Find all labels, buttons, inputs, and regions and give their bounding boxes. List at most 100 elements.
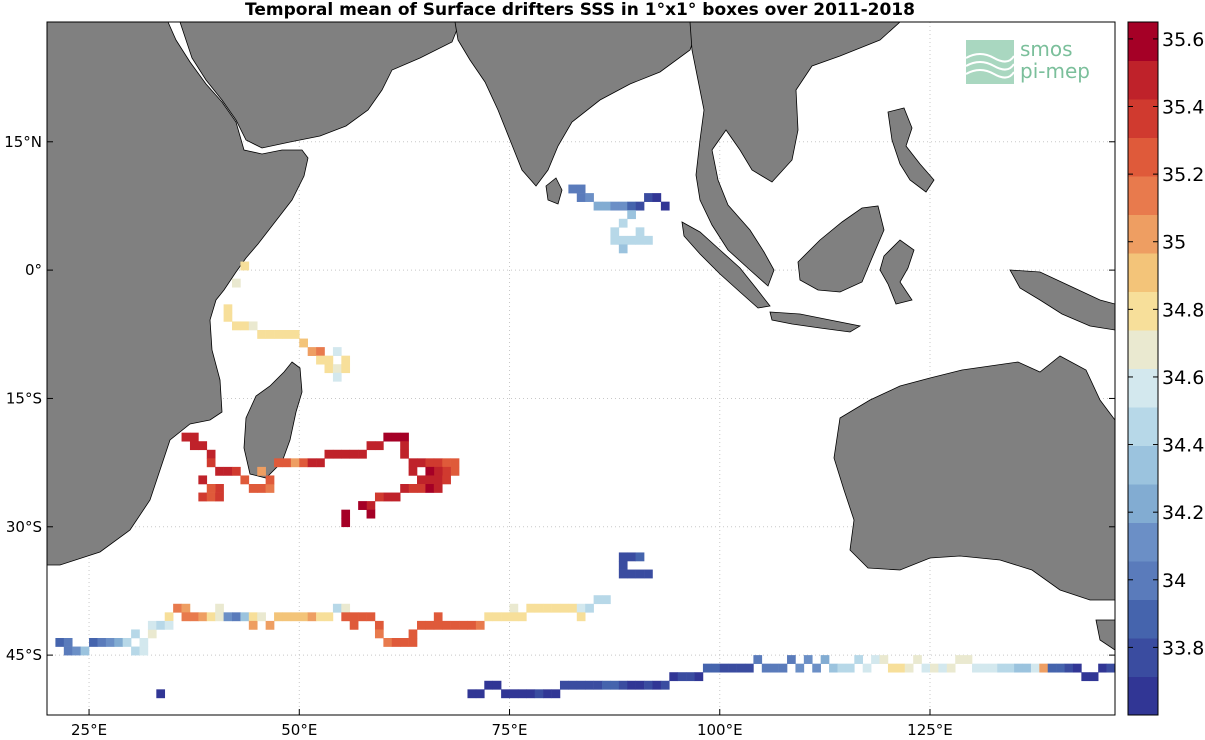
salinity-cell xyxy=(585,603,594,613)
salinity-cell xyxy=(820,655,830,664)
salinity-cell xyxy=(391,638,401,647)
salinity-cell xyxy=(257,612,266,622)
salinity-cell xyxy=(358,501,367,510)
salinity-cell xyxy=(349,612,359,622)
salinity-cell xyxy=(1047,663,1057,673)
salinity-cell xyxy=(980,663,990,673)
salinity-cell xyxy=(358,612,367,622)
salinity-cell xyxy=(450,620,460,630)
salinity-cell xyxy=(845,663,855,673)
land-borneo xyxy=(797,205,885,293)
salinity-cell xyxy=(156,620,166,630)
salinity-cell xyxy=(215,603,224,613)
land-sumatra xyxy=(681,221,771,309)
colorbar-segment xyxy=(1128,522,1158,562)
land-sulawesi xyxy=(879,239,915,305)
salinity-cell xyxy=(543,689,552,699)
axis-ticks: 25°E 50°E 75°E 100°E 125°E 15°N 0° 15°S 30°S 45°S xyxy=(4,133,1115,739)
salinity-cell xyxy=(332,449,342,459)
salinity-cell xyxy=(484,612,494,622)
tick-label-lat: 0° xyxy=(25,261,42,279)
salinity-cell xyxy=(341,355,351,365)
salinity-cell xyxy=(248,484,258,493)
salinity-cell xyxy=(425,620,435,630)
salinity-cell xyxy=(425,475,435,485)
colorbar-tick-label: 34.8 xyxy=(1162,299,1204,321)
salinity-cell xyxy=(383,638,393,647)
salinity-cell xyxy=(627,552,636,562)
salinity-cell xyxy=(1056,663,1065,673)
colorbar-segment xyxy=(1128,253,1158,292)
tick-label-lat: 45°S xyxy=(6,646,42,664)
colorbar-segment xyxy=(1128,599,1158,639)
salinity-cell xyxy=(290,458,300,468)
salinity-cell xyxy=(627,201,636,211)
salinity-cell xyxy=(997,663,1006,673)
salinity-cell xyxy=(164,612,174,622)
salinity-cell xyxy=(147,629,157,639)
salinity-cell xyxy=(181,603,191,613)
salinity-cell xyxy=(189,612,199,622)
salinity-cell xyxy=(812,663,821,673)
salinity-cell xyxy=(97,638,107,647)
salinity-cell xyxy=(1014,663,1023,673)
salinity-cell xyxy=(660,201,670,211)
colorbar-tick-label: 33.8 xyxy=(1162,637,1204,659)
salinity-cell xyxy=(433,458,443,468)
salinity-cell xyxy=(963,655,973,664)
salinity-cell xyxy=(206,484,216,493)
salinity-cell xyxy=(274,458,283,468)
salinity-cell xyxy=(341,449,351,459)
colorbar-segment xyxy=(1128,407,1158,446)
salinity-cell xyxy=(1030,663,1040,673)
salinity-cell xyxy=(543,603,552,613)
colorbar: 35.6 35.4 35.2 35 34.8 34.6 34.4 34.2 34 33.8 xyxy=(1127,21,1204,716)
land-seasia xyxy=(689,22,901,287)
salinity-cell xyxy=(593,595,603,605)
salinity-cell xyxy=(602,680,611,690)
smos-logo: smos pi-mep xyxy=(965,37,1090,84)
salinity-cell xyxy=(408,638,418,647)
salinity-cell xyxy=(206,492,216,502)
tick-label-lat: 15°S xyxy=(6,389,42,407)
colorbar-segment xyxy=(1128,214,1158,254)
salinity-cell xyxy=(618,569,628,579)
salinity-cell xyxy=(181,432,191,442)
tick-label-lon: 25°E xyxy=(71,721,107,739)
salinity-cell xyxy=(702,663,712,673)
salinity-cell xyxy=(475,620,485,630)
salinity-cell xyxy=(383,432,393,442)
salinity-cell xyxy=(341,518,351,528)
salinity-cell xyxy=(719,663,729,673)
salinity-cell xyxy=(374,492,384,502)
salinity-cell xyxy=(282,330,292,339)
salinity-cell xyxy=(677,672,687,682)
land-arabia xyxy=(179,22,461,149)
salinity-cell xyxy=(257,330,266,339)
salinity-cell xyxy=(240,321,250,331)
salinity-cell xyxy=(644,680,653,690)
colorbar-segment xyxy=(1128,445,1158,485)
salinity-cell xyxy=(492,612,502,622)
salinity-cell xyxy=(509,689,519,699)
salinity-cell xyxy=(787,655,796,664)
salinity-cell xyxy=(896,663,906,673)
salinity-cell xyxy=(417,458,426,468)
salinity-cell xyxy=(576,680,586,690)
salinity-cell xyxy=(988,663,998,673)
salinity-cell xyxy=(257,466,266,476)
salinity-cell xyxy=(215,612,224,622)
salinity-cell xyxy=(753,655,763,664)
salinity-cell xyxy=(72,646,81,656)
salinity-cell xyxy=(366,509,376,519)
salinity-cell xyxy=(139,638,149,647)
land-india xyxy=(454,22,701,187)
salinity-cell xyxy=(299,458,308,468)
salinity-cell xyxy=(585,680,594,690)
salinity-cell xyxy=(467,620,477,630)
salinity-cell xyxy=(240,475,250,485)
salinity-cell xyxy=(475,689,485,699)
salinity-cell xyxy=(332,364,342,374)
salinity-cell xyxy=(164,620,174,630)
